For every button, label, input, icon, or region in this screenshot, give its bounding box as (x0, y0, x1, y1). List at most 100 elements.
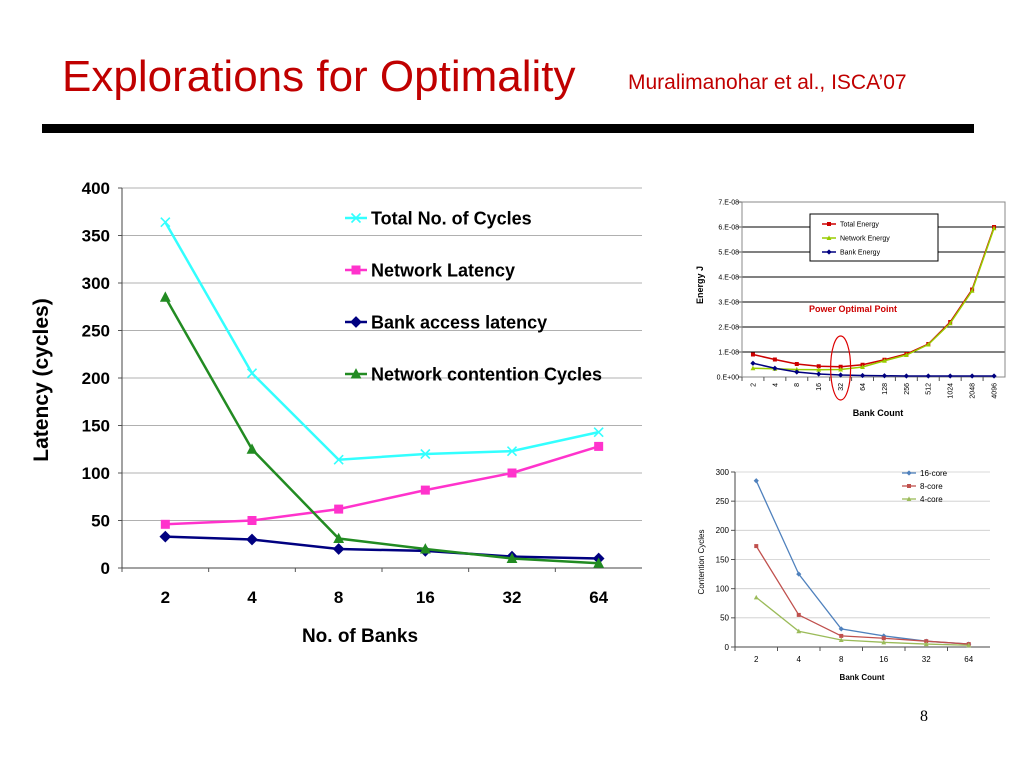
y-tick-label: 0.E+00 (717, 374, 739, 381)
legend-label: Network contention Cycles (371, 364, 602, 384)
series-2-point-4 (923, 641, 929, 647)
x-axis-label: Bank Count (853, 408, 904, 418)
series-line (165, 535, 599, 560)
x-tick-label: 16 (816, 383, 823, 391)
series-legend-1-point-0 (351, 265, 361, 275)
series-1-point-8 (925, 341, 931, 347)
series-1-point-4 (924, 639, 929, 644)
legend-label: Total No. of Cycles (371, 208, 532, 228)
x-tick-label: 2 (754, 655, 759, 664)
power-optimal-annotation: Power Optimal Point (809, 304, 897, 314)
series-2-point-5 (859, 372, 866, 379)
series-2-point-0 (159, 530, 172, 543)
series-0-point-1 (246, 368, 258, 379)
y-tick-label: 100 (82, 464, 110, 483)
series-legend-1-point-0 (907, 484, 911, 488)
y-axis-label: Energy J (695, 266, 705, 304)
y-tick-label: 5.E-08 (718, 249, 739, 256)
series-legend-2-point-0 (350, 316, 362, 328)
series-1-point-3 (420, 485, 430, 495)
series-2-point-2 (332, 543, 345, 555)
series-1-point-0 (754, 544, 759, 549)
latency-chart: 0 50 100 150 200 250 300 350 400 2 4 8 16 32 64 No. of … (30, 179, 642, 647)
series-0-point-0 (753, 478, 759, 484)
series-legend-2-point-0 (906, 496, 912, 501)
x-tick-label: 32 (503, 588, 522, 607)
series-0-point-4 (838, 364, 843, 369)
optimal-point-highlight (830, 335, 852, 401)
series-2-point-5 (966, 642, 972, 648)
y-tick-label: 350 (82, 226, 110, 245)
x-tick-label: 16 (416, 588, 435, 607)
series-2-point-2 (838, 637, 844, 642)
series-legend-0-point-0 (827, 222, 831, 226)
series-line (164, 296, 599, 565)
series-3-point-5 (593, 557, 605, 568)
slide-citation: Muralimanohar et al., ISCA’07 (628, 71, 907, 94)
legend-label: Total Energy (840, 221, 879, 228)
series-1-point-2 (334, 504, 344, 514)
x-tick-label: 64 (964, 655, 973, 664)
series-2-point-1 (772, 365, 778, 371)
y-tick-label: 3.E-08 (718, 299, 739, 306)
series-2-point-11 (991, 373, 997, 379)
x-tick-label: 4 (247, 588, 257, 607)
x-tick-label: 1024 (948, 383, 955, 399)
series-2-point-1 (796, 628, 802, 634)
x-tick-label: 256 (904, 383, 911, 395)
x-tick-label: 4096 (991, 383, 998, 399)
x-tick-label: 8 (839, 655, 844, 664)
x-tick-label: 16 (879, 655, 888, 664)
series-line (755, 596, 969, 646)
series-2-point-7 (903, 373, 909, 379)
slide-title: Explorations for Optimality (62, 52, 576, 101)
legend-label: 16-core (920, 469, 948, 478)
y-tick-label: 7.E-08 (718, 199, 739, 206)
y-tick-label: 150 (716, 555, 730, 564)
x-tick-label: 2 (750, 383, 757, 387)
series-bank-energy (750, 360, 997, 379)
series-4-core (753, 594, 972, 648)
x-tick-label: 4 (797, 655, 802, 664)
series-3-point-3 (419, 543, 431, 554)
series-2-point-8 (925, 373, 931, 379)
series-1-point-2 (839, 633, 844, 638)
legend-label: Network Latency (371, 260, 515, 280)
series-1-point-0 (160, 519, 170, 529)
series-line (752, 362, 995, 377)
y-tick-label: 4.E-08 (718, 274, 739, 281)
series-network-latency (160, 441, 604, 529)
series-1-point-3 (881, 636, 886, 641)
legend-label: 8-core (920, 482, 943, 491)
x-tick-label: 8 (794, 383, 801, 387)
y-tick-label: 150 (82, 416, 110, 435)
y-tick-label: 250 (82, 321, 110, 340)
legend-label: 4-core (920, 495, 943, 504)
series-legend-2-point-0 (826, 249, 832, 255)
series-2-point-0 (750, 360, 756, 366)
series-1-point-9 (947, 320, 953, 326)
series-legend-1-point-0 (826, 235, 832, 240)
series-line (164, 221, 599, 461)
series-1-point-0 (750, 365, 756, 371)
x-tick-label: 8 (334, 588, 343, 607)
series-2-point-10 (969, 373, 975, 379)
x-tick-label: 64 (589, 588, 608, 607)
x-tick-label: 2 (161, 588, 170, 607)
series-0-point-4 (506, 446, 518, 457)
series-0-point-2 (794, 362, 799, 366)
series-3-point-4 (506, 552, 518, 563)
series-line (165, 445, 600, 526)
legend-label: Network Energy (840, 235, 890, 242)
series-3-point-2 (333, 532, 345, 544)
series-0-point-0 (160, 217, 171, 228)
series-0-point-1 (772, 357, 777, 362)
series-legend-3-point-0 (350, 368, 362, 379)
contention-cycles-chart: 0 50 100 150 200 250 300 2 4 8 16 32 64 Bank Count Con… (697, 468, 990, 682)
series-2-point-3 (881, 639, 887, 645)
y-tick-label: 300 (82, 274, 110, 293)
y-tick-label: 2.E-08 (718, 324, 739, 331)
x-axis-label: No. of Banks (302, 626, 418, 647)
series-1-point-6 (882, 358, 887, 363)
series-1-point-4 (507, 468, 517, 478)
